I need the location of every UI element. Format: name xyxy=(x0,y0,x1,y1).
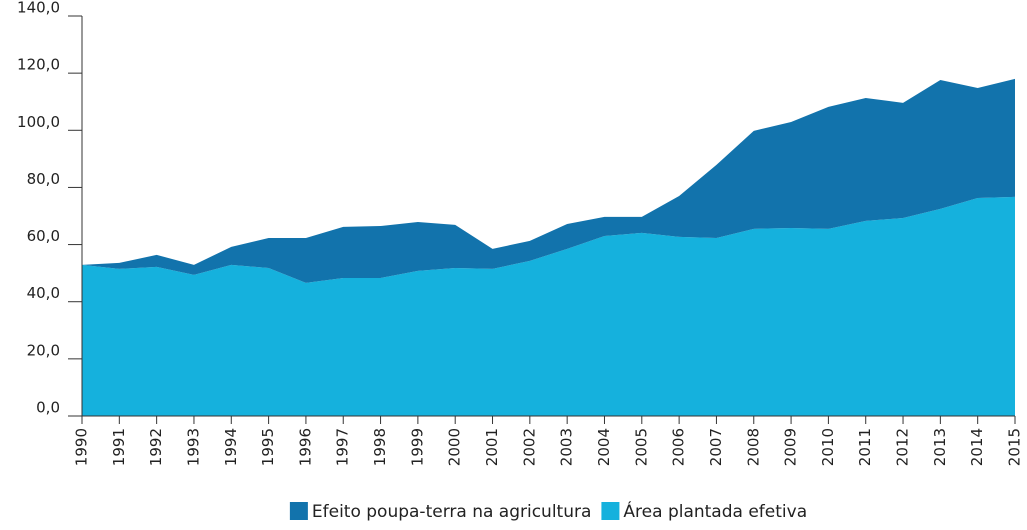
x-tick-label: 2003 xyxy=(558,428,576,466)
x-tick-label: 1993 xyxy=(184,428,202,466)
area xyxy=(82,78,1015,283)
area xyxy=(82,196,1015,416)
x-tick-label: 2015 xyxy=(1006,428,1024,466)
x-tick-label: 2001 xyxy=(483,428,501,466)
y-tick-label: 0,0 xyxy=(36,399,60,417)
x-tick-label: 1994 xyxy=(222,428,240,466)
x-tick-label: 1998 xyxy=(371,428,389,466)
x-tick-label: 1997 xyxy=(334,428,352,466)
x-tick-label: 2012 xyxy=(894,428,912,466)
legend-swatch xyxy=(289,502,308,520)
x-tick-label: 1990 xyxy=(73,428,91,466)
x-tick-label: 2008 xyxy=(744,428,762,466)
y-tick-label: 100,0 xyxy=(17,113,60,131)
legend-label: Efeito poupa-terra na agricultura xyxy=(312,502,592,522)
x-tick-label: 1996 xyxy=(296,428,314,466)
legend-label: Área plantada efetiva xyxy=(623,500,807,522)
legend-swatch xyxy=(601,502,620,520)
y-tick-label: 60,0 xyxy=(27,227,60,245)
y-tick-label: 20,0 xyxy=(27,341,60,359)
x-tick-label: 2000 xyxy=(446,428,464,466)
y-tick-label: 40,0 xyxy=(27,284,60,302)
x-tick-label: 1992 xyxy=(147,428,165,466)
x-tick-label: 2002 xyxy=(520,428,538,466)
legend: Efeito poupa-terra na agricultura Área pl… xyxy=(289,500,807,522)
x-tick-label: 2013 xyxy=(931,428,949,466)
y-tick-label: 120,0 xyxy=(17,56,60,74)
x-tick-label: 2010 xyxy=(819,428,837,466)
x-tick-label: 2007 xyxy=(707,428,725,466)
y-tick-label: 80,0 xyxy=(27,170,60,188)
x-tick-label: 2005 xyxy=(632,428,650,466)
x-tick-label: 2011 xyxy=(856,428,874,466)
x-tick-label: 1999 xyxy=(408,428,426,466)
x-tick-label: 2009 xyxy=(782,428,800,466)
x-tick-label: 2006 xyxy=(670,428,688,466)
x-tick-label: 2004 xyxy=(595,428,613,466)
x-tick-label: 2014 xyxy=(968,428,986,466)
x-tick-label: 1991 xyxy=(110,428,128,466)
y-tick-label: 140,0 xyxy=(17,0,60,17)
x-tick-label: 1995 xyxy=(259,428,277,466)
